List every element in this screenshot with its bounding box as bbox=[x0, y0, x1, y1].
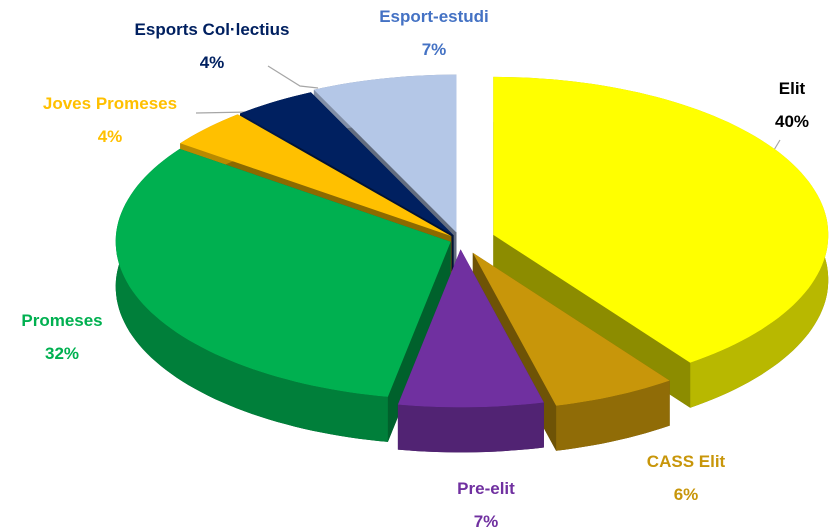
value-label: 7% bbox=[474, 512, 499, 531]
slice-side bbox=[397, 402, 544, 453]
slice bbox=[115, 148, 451, 397]
value-label: 4% bbox=[98, 127, 123, 146]
category-label: Joves Promeses bbox=[43, 94, 177, 113]
slice bbox=[472, 252, 670, 406]
category-label: Esports Col·lectius bbox=[135, 20, 290, 39]
data-labels: Elit 40% CASS Elit 6% Pre-elit 7% Promeses 32% J… bbox=[21, 7, 809, 531]
category-label: Pre-elit bbox=[457, 479, 515, 498]
category-label: Esport-estudi bbox=[379, 7, 489, 26]
value-label: 40% bbox=[775, 112, 809, 131]
value-label: 6% bbox=[674, 485, 699, 504]
slice bbox=[240, 92, 454, 236]
slice bbox=[180, 114, 452, 237]
category-label: Promeses bbox=[21, 311, 102, 330]
value-label: 4% bbox=[200, 53, 225, 72]
slice bbox=[313, 74, 457, 233]
slice bbox=[493, 76, 829, 363]
category-label: Elit bbox=[779, 79, 806, 98]
leader-line bbox=[267, 65, 319, 89]
category-label: CASS Elit bbox=[647, 452, 726, 471]
leader-line bbox=[773, 139, 781, 151]
slice bbox=[397, 249, 544, 408]
slice-side bbox=[556, 380, 670, 451]
slice-side bbox=[115, 148, 388, 442]
pie bbox=[115, 74, 829, 453]
value-label: 7% bbox=[422, 40, 447, 59]
value-label: 32% bbox=[45, 344, 79, 363]
